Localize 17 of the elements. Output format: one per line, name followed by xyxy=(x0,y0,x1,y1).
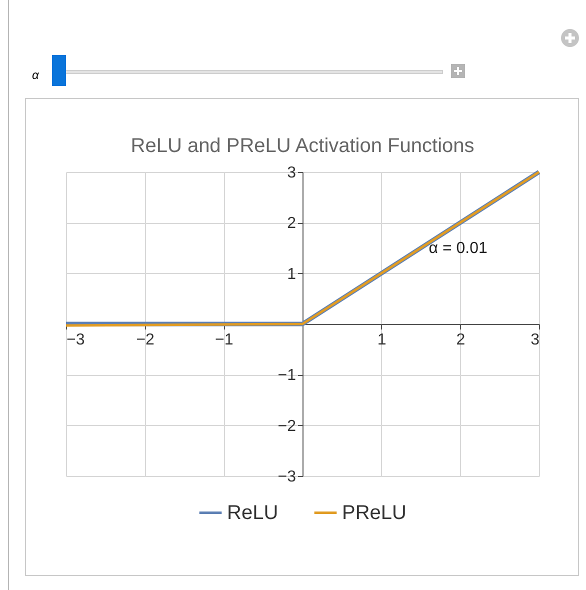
x-tick-label: −2 xyxy=(136,332,155,348)
annotation: α = 0.01 xyxy=(428,240,488,257)
y-tick-label: 3 xyxy=(287,164,296,182)
chart-title: ReLU and PReLU Activation Functions xyxy=(130,135,474,157)
x-tick-label: −1 xyxy=(215,332,234,348)
y-tick-label: −2 xyxy=(278,418,296,435)
x-tick-label: 2 xyxy=(456,332,466,348)
x-tick-label: 3 xyxy=(530,332,540,348)
legend-label: PReLU xyxy=(342,502,406,524)
text: α xyxy=(32,68,39,82)
legend-label: ReLU xyxy=(227,502,278,524)
y-tick-label: 1 xyxy=(287,266,296,283)
y-tick-label: −1 xyxy=(278,367,296,384)
y-tick-label: −3 xyxy=(278,468,296,486)
x-tick-label: −3 xyxy=(66,332,85,348)
y-tick-label: 2 xyxy=(287,215,296,232)
x-tick-label: 1 xyxy=(377,332,386,348)
